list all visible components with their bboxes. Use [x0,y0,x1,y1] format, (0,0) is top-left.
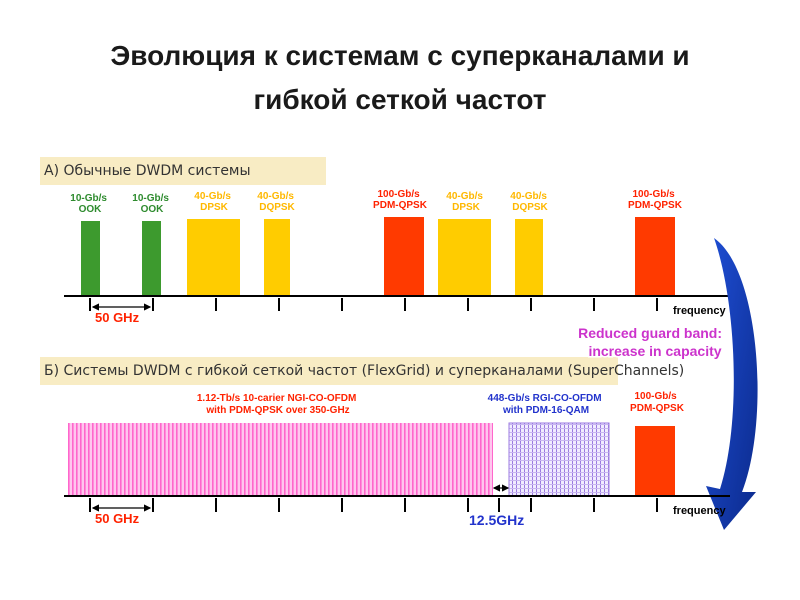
callout-text: Reduced guard band: increase in capacity [578,325,726,359]
title-line-1: Эволюция к системам с суперканалами и [110,40,690,71]
channel-a2-label: 10-Gb/s OOK [132,193,171,215]
section-a-channels [81,217,675,295]
channel-a4-label: 40-Gb/s DQPSK [257,191,296,213]
channel-a8-label: 100-Gb/s PDM-QPSK [628,189,683,211]
channel-a7-bar [515,219,543,295]
section-a-spacing-marker: 50 GHz [91,303,152,325]
channel-a3-label: 40-Gb/s DPSK [194,191,233,213]
channel-a6-bar [438,219,491,295]
channel-a4-bar [264,219,290,295]
channel-a7-label: 40-Gb/s DQPSK [510,191,549,213]
superchannel-2-block [508,422,610,497]
channel-b3-bar [635,426,675,496]
channel-a1-label: 10-Gb/s OOK [70,193,109,215]
section-b-spacing-label: 50 GHz [95,511,140,526]
reduced-guard-band-arrow [706,238,758,530]
section-a-axis [64,295,730,311]
section-a-label: А) Обычные DWDM системы [40,157,326,185]
section-b-frequency-label: frequency [673,505,726,517]
channel-a5-label: 100-Gb/s PDM-QPSK [373,189,428,211]
superchannel-2-label: 448-Gb/s RGI-CO-OFDM with PDM-16-QAM [488,393,605,416]
superchannel-1-label: 1.12-Tb/s 10-carier NGI-CO-OFDM with PDM… [197,393,359,416]
channel-b3-label: 100-Gb/s PDM-QPSK [630,391,685,414]
guard-band-label: 12.5GHz [469,512,524,528]
channel-a5-bar [384,217,424,295]
channel-a1-bar [81,221,100,295]
title-line-2: гибкой сеткой частот [253,84,547,115]
section-b-axis [64,495,730,512]
page-title: Эволюция к системам с суперканалами и ги… [0,34,800,122]
superchannel-1-block [68,423,493,496]
section-a-channel-labels: 10-Gb/s OOK 10-Gb/s OOK 40-Gb/s DPSK 40-… [70,189,682,215]
section-b-spacing-marker: 50 GHz [91,504,152,526]
section-a-spacing-label: 50 GHz [95,310,140,325]
guard-band-marker: 12.5GHz [469,484,524,528]
section-a-frequency-label: frequency [673,305,726,317]
channel-a6-label: 40-Gb/s DPSK [446,191,485,213]
section-b-label: Б) Системы DWDM с гибкой сеткой частот (… [40,357,684,385]
channel-a2-bar [142,221,161,295]
channel-a3-bar [187,219,240,295]
channel-a8-bar [635,217,675,295]
